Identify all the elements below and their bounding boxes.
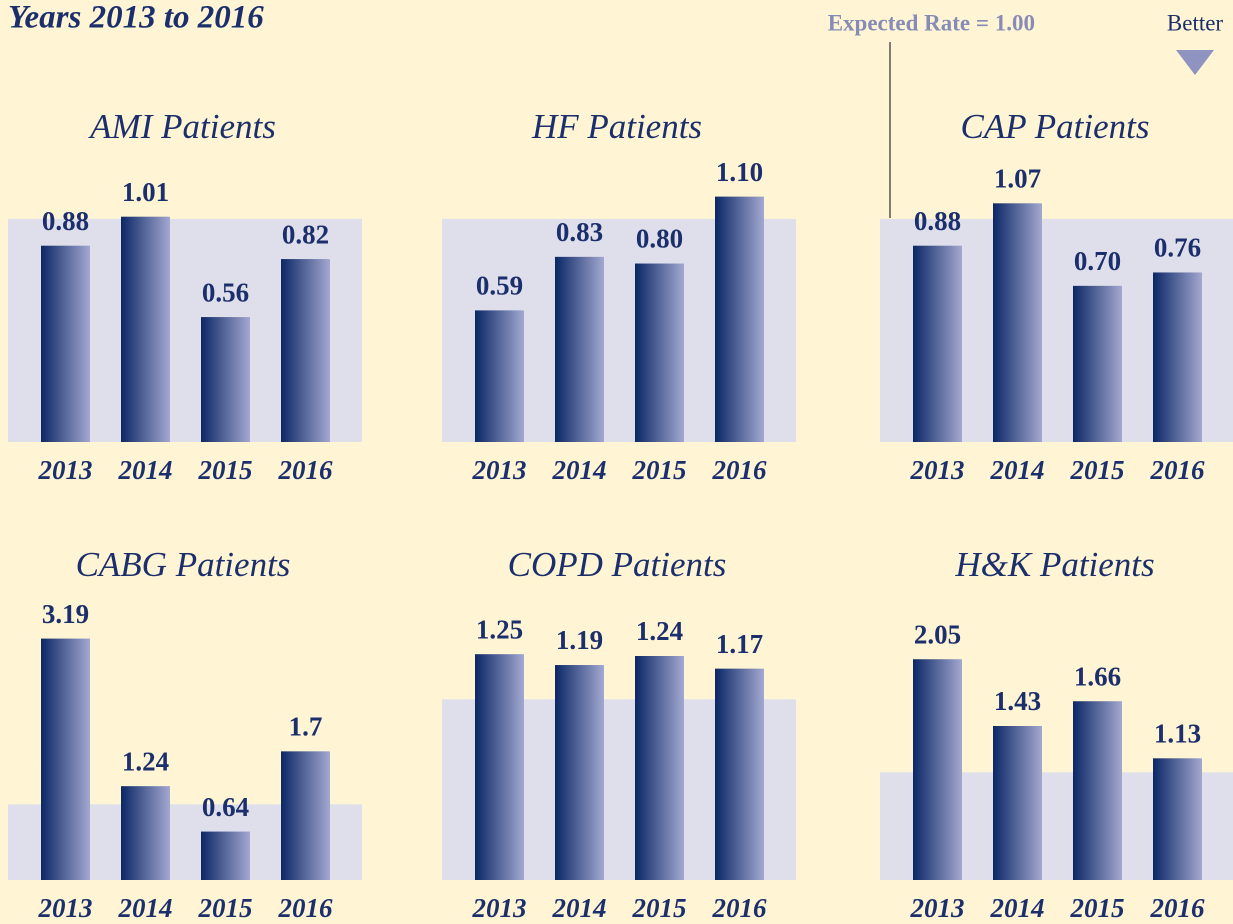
chart-title: CAP Patients: [961, 107, 1150, 146]
page-title: Years 2013 to 2016: [8, 0, 264, 36]
value-label: 1.10: [716, 157, 763, 187]
x-tick-label: 2014: [990, 893, 1045, 923]
bar: [1073, 285, 1122, 442]
bar: [281, 751, 330, 880]
value-label: 0.82: [282, 219, 329, 249]
value-label: 0.76: [1154, 233, 1201, 263]
chart-title: COPD Patients: [508, 545, 727, 584]
x-tick-label: 2013: [910, 455, 965, 485]
value-label: 1.7: [289, 712, 323, 742]
x-tick-label: 2014: [552, 455, 607, 485]
x-tick-label: 2014: [990, 455, 1045, 485]
value-label: 1.19: [556, 625, 603, 655]
bar: [993, 203, 1042, 442]
bar: [715, 668, 764, 880]
x-tick-label: 2013: [472, 455, 527, 485]
bar: [121, 786, 170, 880]
x-tick-label: 2016: [278, 455, 334, 485]
bar: [555, 665, 604, 880]
value-label: 0.83: [556, 217, 603, 247]
value-label: 3.19: [42, 599, 89, 629]
x-tick-label: 2016: [278, 893, 334, 923]
better-arrow: [1176, 50, 1214, 75]
chart-title: CABG Patients: [76, 545, 291, 584]
value-label: 1.24: [636, 616, 683, 646]
x-tick-label: 2013: [38, 893, 93, 923]
bar: [913, 245, 962, 442]
bar: [555, 256, 604, 442]
x-tick-label: 2013: [472, 893, 527, 923]
value-label: 0.80: [636, 224, 683, 254]
bar: [635, 656, 684, 880]
x-tick-label: 2016: [1150, 455, 1206, 485]
bar: [201, 831, 250, 880]
x-tick-label: 2013: [910, 893, 965, 923]
bar: [993, 726, 1042, 880]
bar: [715, 196, 764, 442]
bar: [635, 263, 684, 442]
value-label: 1.13: [1154, 719, 1201, 749]
value-label: 0.70: [1074, 246, 1121, 276]
x-tick-label: 2015: [198, 893, 253, 923]
better-label: Better: [1167, 10, 1224, 35]
value-label: 1.17: [716, 629, 763, 659]
bar: [1153, 272, 1202, 442]
x-tick-label: 2015: [198, 455, 253, 485]
chart-title: HF Patients: [531, 107, 702, 146]
value-label: 0.59: [476, 271, 523, 301]
bar: [1073, 701, 1122, 880]
x-tick-label: 2015: [632, 893, 687, 923]
bar: [913, 659, 962, 880]
x-tick-label: 2016: [1150, 893, 1206, 923]
value-label: 1.07: [994, 164, 1041, 194]
bar: [1153, 758, 1202, 880]
expected-rate-label: Expected Rate = 1.00: [828, 10, 1035, 35]
x-tick-label: 2015: [1070, 893, 1125, 923]
value-label: 1.43: [994, 686, 1041, 716]
x-tick-label: 2016: [712, 893, 768, 923]
value-label: 2.05: [914, 619, 961, 649]
x-tick-label: 2015: [632, 455, 687, 485]
x-tick-label: 2014: [552, 893, 607, 923]
bar: [41, 638, 90, 880]
value-label: 1.66: [1074, 661, 1121, 691]
value-label: 1.25: [476, 614, 523, 644]
bar: [121, 216, 170, 442]
bar: [475, 310, 524, 442]
value-label: 0.64: [202, 792, 249, 822]
value-label: 0.88: [42, 206, 89, 236]
x-tick-label: 2014: [118, 893, 173, 923]
bar: [281, 259, 330, 442]
chart-title: AMI Patients: [88, 107, 276, 146]
value-label: 1.24: [122, 746, 169, 776]
chart-title: H&K Patients: [954, 545, 1154, 584]
x-tick-label: 2016: [712, 455, 768, 485]
bar: [475, 654, 524, 880]
value-label: 1.01: [122, 177, 169, 207]
bar: [41, 245, 90, 442]
bar: [201, 317, 250, 442]
value-label: 0.88: [914, 206, 961, 236]
x-tick-label: 2015: [1070, 455, 1125, 485]
x-tick-label: 2013: [38, 455, 93, 485]
value-label: 0.56: [202, 277, 249, 307]
x-tick-label: 2014: [118, 455, 173, 485]
